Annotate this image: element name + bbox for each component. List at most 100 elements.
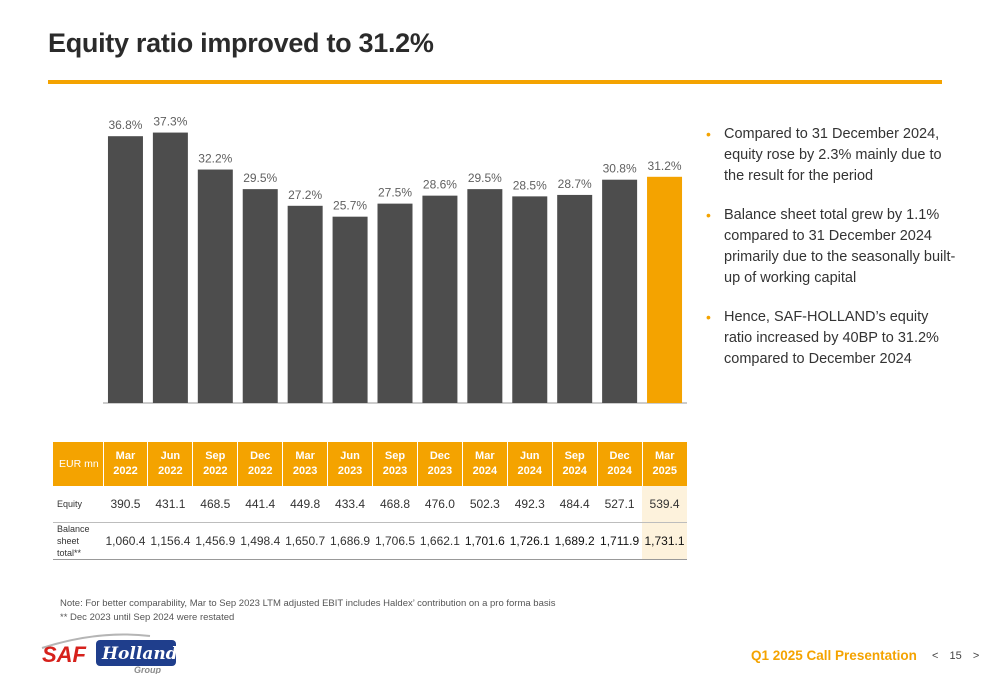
table-cell: 1,701.6 <box>462 522 508 560</box>
col-header-month: Mar <box>655 450 675 462</box>
col-header-year: 2023 <box>427 465 453 477</box>
table-cell: 1,650.7 <box>282 522 328 560</box>
next-page-button[interactable]: > <box>972 650 980 662</box>
page-number: 15 <box>949 650 962 662</box>
equity-ratio-chart: 36.8% 37.3% 32.2% 29.5% 27.2% 25.7% 27.5% 28.6%… <box>103 115 687 404</box>
page-navigation: < 15 > <box>928 650 983 662</box>
table-cell: 468.5 <box>192 486 238 523</box>
bullet-text: Hence, SAF-HOLLAND’s equity ratio increa… <box>724 309 939 367</box>
bar-data-label: 32.2% <box>198 152 232 166</box>
col-header-month: Jun <box>340 450 360 462</box>
col-header-year: 2024 <box>562 465 587 477</box>
col-header-month: Sep <box>205 450 226 462</box>
table-cell: 449.8 <box>282 486 328 523</box>
table-row-equity: Equity 390.5 431.1 468.5 441.4 449.8 433.4 468… <box>53 486 687 523</box>
col-header-month: Dec <box>609 450 630 462</box>
bar-data-label: 28.5% <box>513 178 547 192</box>
table-col-header: Mar 2025 <box>641 442 687 486</box>
col-header-year: 2023 <box>337 465 363 477</box>
table-col-header: Mar 2022 <box>102 442 148 486</box>
table-cell: 1,456.9 <box>192 522 238 560</box>
row-label: Equity <box>53 486 103 523</box>
footnote: ** Dec 2023 until Sep 2024 were restated <box>60 612 235 623</box>
equity-table: EUR mn Mar 2022 Jun 2022 Sep 2022 Dec 2022 Mar 20… <box>53 442 687 560</box>
table-cell: 1,711.9 <box>597 522 643 560</box>
table-cell: 431.1 <box>147 486 193 523</box>
table-col-header: Jun 2024 <box>506 442 553 486</box>
table-cell: 1,156.4 <box>147 522 193 560</box>
table-col-header: Sep 2022 <box>192 442 238 486</box>
col-header-year: 2025 <box>652 465 678 477</box>
table-cell: 1,689.2 <box>552 522 598 560</box>
bar-data-label: 30.8% <box>603 162 637 176</box>
col-header-month: Mar <box>475 450 495 462</box>
logo-sub-text: Group <box>134 665 161 674</box>
bar-dec-2022 <box>242 189 278 403</box>
logo-main-text: SAF <box>42 642 87 667</box>
table-col-header: Sep 2023 <box>372 442 418 486</box>
table-header-row: EUR mn Mar 2022 Jun 2022 Sep 2022 Dec 2022 Mar 20… <box>53 442 687 486</box>
bar-data-label: 37.3% <box>153 115 187 129</box>
table-cell: 527.1 <box>597 486 643 523</box>
table-cell: 1,686.9 <box>327 522 373 560</box>
table-row-balance-sheet-total: Balance sheet total** 1,060.4 1,156.4 1,45… <box>53 522 687 560</box>
table-cell: 1,498.4 <box>237 522 283 560</box>
bar-dec-2024 <box>602 179 638 403</box>
table-col-header: Jun 2023 <box>327 442 373 486</box>
footnote: Note: For better comparability, Mar to S… <box>60 598 556 609</box>
table-col-header: Dec 2022 <box>237 442 283 486</box>
saf-holland-logo: SAF Holland Group <box>41 633 178 674</box>
table-col-header: Dec 2024 <box>596 442 643 486</box>
col-header-year: 2022 <box>203 465 228 477</box>
table-col-header: Sep 2024 <box>551 442 598 486</box>
col-header-month: Mar <box>295 450 315 462</box>
table-cell: 484.4 <box>552 486 598 523</box>
presentation-title: Q1 2025 Call Presentation <box>751 648 917 663</box>
bullet-item: • Balance sheet total grew by 1.1% compar… <box>706 205 956 289</box>
bullet-dot-icon: • <box>706 309 711 325</box>
table-cell: 492.3 <box>507 486 553 523</box>
table-cell: 539.4 <box>642 486 687 523</box>
logo-script-text: Holland <box>101 644 178 664</box>
bar-data-label: 29.5% <box>468 171 502 185</box>
bar-data-label: 27.5% <box>378 186 412 200</box>
table-header-unit: EUR mn <box>53 442 103 486</box>
col-header-year: 2023 <box>292 465 318 477</box>
table-cell: 1,726.1 <box>507 522 553 560</box>
table-col-header: Dec 2023 <box>416 442 463 486</box>
table-cell: 1,731.1 <box>642 522 687 560</box>
bar-jun-2022 <box>152 132 188 403</box>
bullet-item: • Hence, SAF-HOLLAND’s equity ratio incre… <box>706 307 956 370</box>
table-col-header: Mar 2024 <box>461 442 508 486</box>
col-header-year: 2023 <box>382 465 408 477</box>
bullet-text: Compared to 31 December 2024, equity ros… <box>724 126 942 184</box>
bullet-dot-icon: • <box>706 207 711 223</box>
bullet-text: Balance sheet total grew by 1.1% compare… <box>724 207 956 286</box>
bar-data-label: 28.7% <box>558 177 592 191</box>
title-divider <box>48 80 942 84</box>
bar-mar-2022 <box>107 136 143 403</box>
bar-sep-2022 <box>197 169 233 403</box>
table-col-header: Mar 2023 <box>282 442 328 486</box>
bullet-item: • Compared to 31 December 2024, equity ro… <box>706 124 956 187</box>
bar-data-label: 28.6% <box>423 178 457 192</box>
col-header-month: Jun <box>519 450 540 462</box>
table-cell: 1,662.1 <box>417 522 463 560</box>
bar-sep-2024 <box>557 194 593 403</box>
col-header-year: 2024 <box>517 465 542 477</box>
bar-data-label: 36.8% <box>108 118 142 132</box>
table-col-header: Jun 2022 <box>147 442 193 486</box>
bar-data-label: 31.2% <box>648 159 682 173</box>
bullet-dot-icon: • <box>706 126 711 142</box>
bar-data-label: 29.5% <box>243 171 277 185</box>
col-header-month: Sep <box>564 450 585 462</box>
table-cell: 441.4 <box>237 486 283 523</box>
bar-jun-2023 <box>332 216 368 403</box>
prev-page-button[interactable]: < <box>932 650 939 662</box>
table-cell: 468.8 <box>372 486 418 523</box>
col-header-year: 2024 <box>472 465 498 477</box>
bar-sep-2023 <box>377 203 413 403</box>
table-cell: 433.4 <box>327 486 373 523</box>
col-header-year: 2022 <box>247 465 273 477</box>
col-header-year: 2022 <box>158 465 183 477</box>
